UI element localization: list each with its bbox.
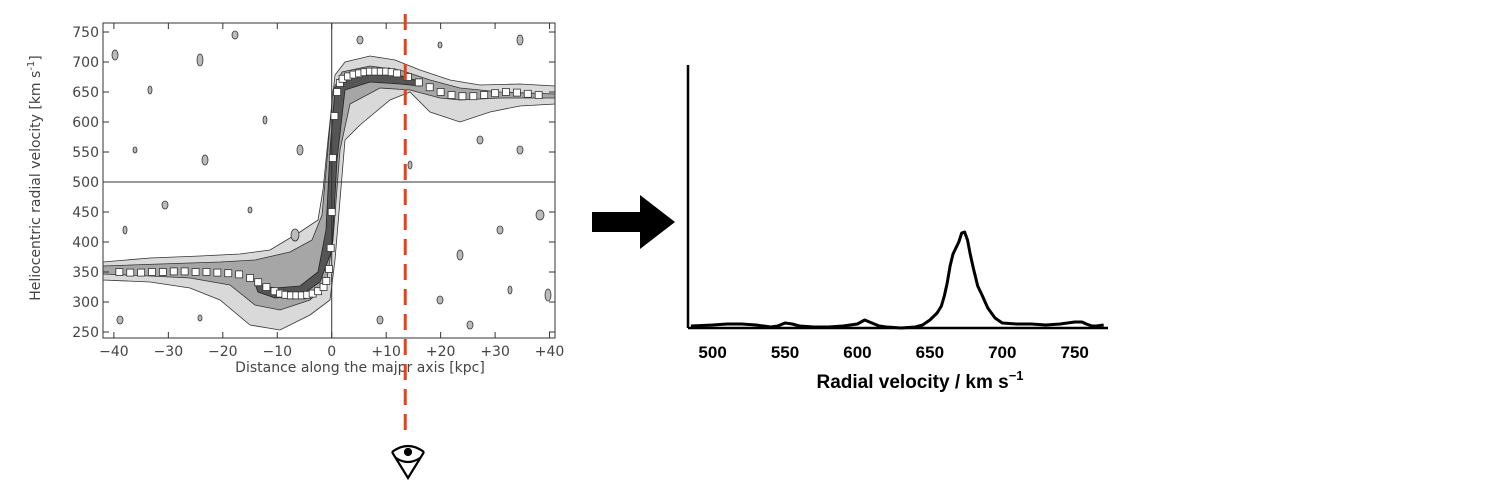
pv-x-tick-label: −40 [99,344,129,360]
pv-y-tick-label: 700 [72,55,99,71]
pv-rotation-curve-points [115,67,543,300]
pv-point-13 [254,278,263,287]
pv-point-1 [126,268,135,277]
pv-plot-frame [102,22,556,339]
pv-point-3 [148,268,156,276]
pv-x-tick-label: +10 [371,344,401,360]
pv-x-tick-label: +20 [426,344,456,360]
pv-point-11 [235,270,244,279]
pv-point-26 [325,265,333,273]
pv-point-25 [322,277,331,285]
pv-x-tick-label: +40 [535,344,565,360]
pv-point-4 [159,268,167,276]
pv-y-axis-label: Heliocentric radial velocity [km s-1] [26,55,44,301]
pv-point-12 [246,274,254,282]
pv-point-31 [333,88,342,96]
pv-x-axis-label: Distance along the majpr axis [kpc] [235,360,485,376]
spectrum-x-tick-label: 600 [843,343,871,362]
pv-point-0 [115,268,124,276]
pv-point-5 [169,267,178,276]
pv-point-14 [262,283,271,291]
pv-y-tick-label: 550 [72,145,99,161]
pv-point-9 [213,268,222,277]
pv-point-53 [502,88,510,96]
pv-y-tick-label: 650 [72,85,99,101]
right-arrow-icon [592,195,675,249]
pv-point-2 [137,268,146,277]
pv-point-27 [326,244,335,252]
pv-contours [102,30,556,331]
pv-point-51 [480,91,489,99]
pv-point-54 [512,88,521,97]
pv-y-axis: 250 300 350 400 450 500 550 600 650 700 750 [72,25,555,341]
pv-point-47 [436,88,445,96]
spectrum-x-tick-label: 500 [698,343,726,362]
pv-point-45 [414,78,423,87]
pv-point-50 [469,92,478,101]
pv-point-55 [523,89,532,98]
pv-point-30 [330,112,339,120]
pv-point-8 [202,268,211,276]
spectrum-x-tick-label: 550 [771,343,799,362]
pv-point-7 [191,268,200,276]
spectrum-x-axis: 500 550 600 650 700 750 [698,343,1088,362]
spectrum-x-tick-label: 700 [988,343,1016,362]
pv-diagram-panel: −40 −30 −20 −10 0 +10 +20 +30 +40 250 300 350 400 45… [26,22,564,376]
pv-noise-contours [111,30,552,330]
pv-point-29 [328,154,337,162]
pv-point-49 [458,92,467,101]
pv-point-10 [224,269,233,278]
pv-point-6 [180,267,189,276]
pv-point-48 [447,91,456,99]
pv-y-tick-label: 450 [72,205,99,221]
pv-x-tick-label: +30 [480,344,510,360]
pv-y-tick-label: 500 [72,175,99,191]
pv-y-tick-label: 350 [72,265,99,281]
pv-point-43 [393,69,401,78]
pv-point-52 [491,89,499,98]
pv-y-tick-label: 750 [72,25,99,41]
pv-x-axis: −40 −30 −20 −10 0 +10 +20 +30 +40 [99,23,564,360]
pv-x-tick-label: −20 [208,344,238,360]
pv-point-23 [314,287,323,296]
eye-icon [391,444,425,481]
pv-point-46 [425,83,434,92]
pv-y-tick-label: 250 [72,325,99,341]
pv-x-tick-label: −10 [262,344,292,360]
pv-y-tick-label: 400 [72,235,99,251]
spectrum-line [690,230,1104,330]
pv-point-56 [534,91,543,99]
pv-y-tick-label: 300 [72,295,99,311]
spectrum-x-axis-label: Radial velocity / km s−1 [816,368,1023,393]
spectrum-x-tick-label: 650 [916,343,944,362]
pv-x-tick-label: 0 [327,344,336,360]
pv-x-tick-label: −30 [154,344,184,360]
spectrum-x-tick-label: 750 [1061,343,1089,362]
spectrum-panel: 500 550 600 650 700 750 Radial velocity / km … [686,65,1108,393]
pv-point-28 [327,208,336,216]
pv-y-tick-label: 600 [72,115,99,131]
